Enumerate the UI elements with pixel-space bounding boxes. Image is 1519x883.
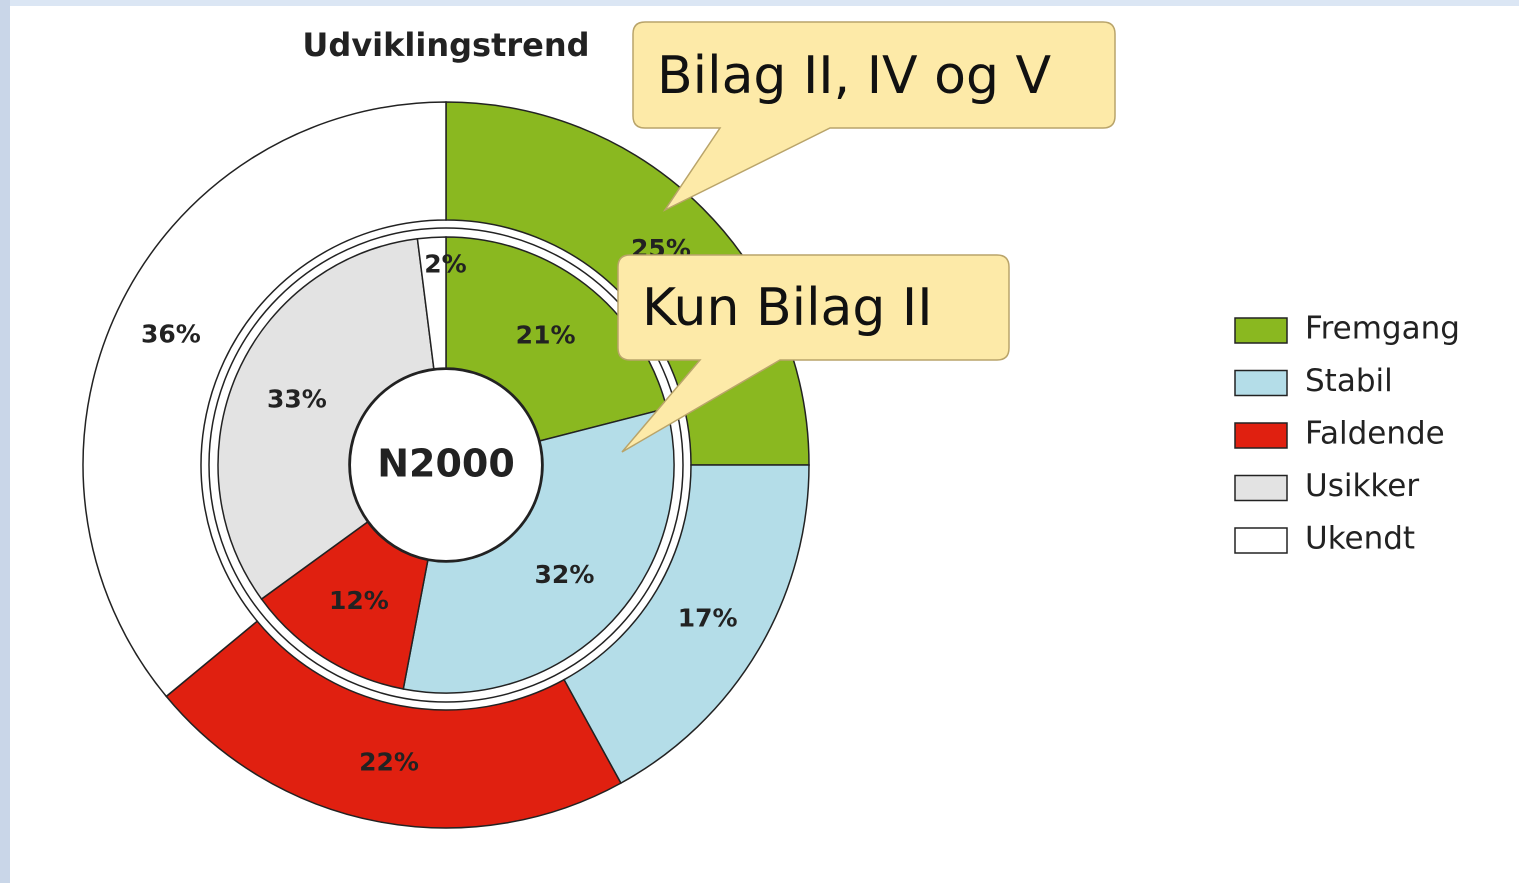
top-edge <box>0 0 1519 6</box>
legend-label: Stabil <box>1305 363 1393 399</box>
callout-text: Bilag II, IV og V <box>657 46 1051 106</box>
legend-swatch <box>1234 422 1288 449</box>
value-label: 33% <box>267 384 327 413</box>
center-circle <box>349 368 543 562</box>
ring-segment <box>82 101 447 698</box>
value-label: 2% <box>424 249 466 278</box>
callout: Bilag II, IV og V <box>632 21 1116 212</box>
value-label: 36% <box>141 320 201 349</box>
legend-label: Faldende <box>1305 416 1445 452</box>
legend-swatch <box>1234 369 1288 397</box>
legend: Fremgang Stabil Faldende Usikker Ukendt <box>1234 311 1460 557</box>
callout: Kun Bilag II <box>617 254 1010 453</box>
legend-label: Usikker <box>1305 468 1419 504</box>
value-label: 17% <box>678 604 738 633</box>
callout-bubble <box>632 21 1116 212</box>
center-label: N2000 <box>377 442 515 486</box>
left-edge <box>0 0 10 883</box>
chart-title: Udviklingstrend <box>302 26 589 64</box>
legend-label: Fremgang <box>1305 311 1460 347</box>
legend-swatch <box>1234 474 1288 502</box>
value-label: 22% <box>359 748 419 777</box>
callout-text: Kun Bilag II <box>642 278 933 338</box>
value-label: 32% <box>535 560 595 589</box>
ring-segment <box>165 620 622 829</box>
legend-swatch <box>1234 527 1288 554</box>
value-label: 12% <box>329 586 389 615</box>
callout-bubble <box>617 254 1010 453</box>
legend-label: Ukendt <box>1305 521 1415 557</box>
value-label: 21% <box>516 321 576 350</box>
legend-swatch <box>1234 317 1288 344</box>
